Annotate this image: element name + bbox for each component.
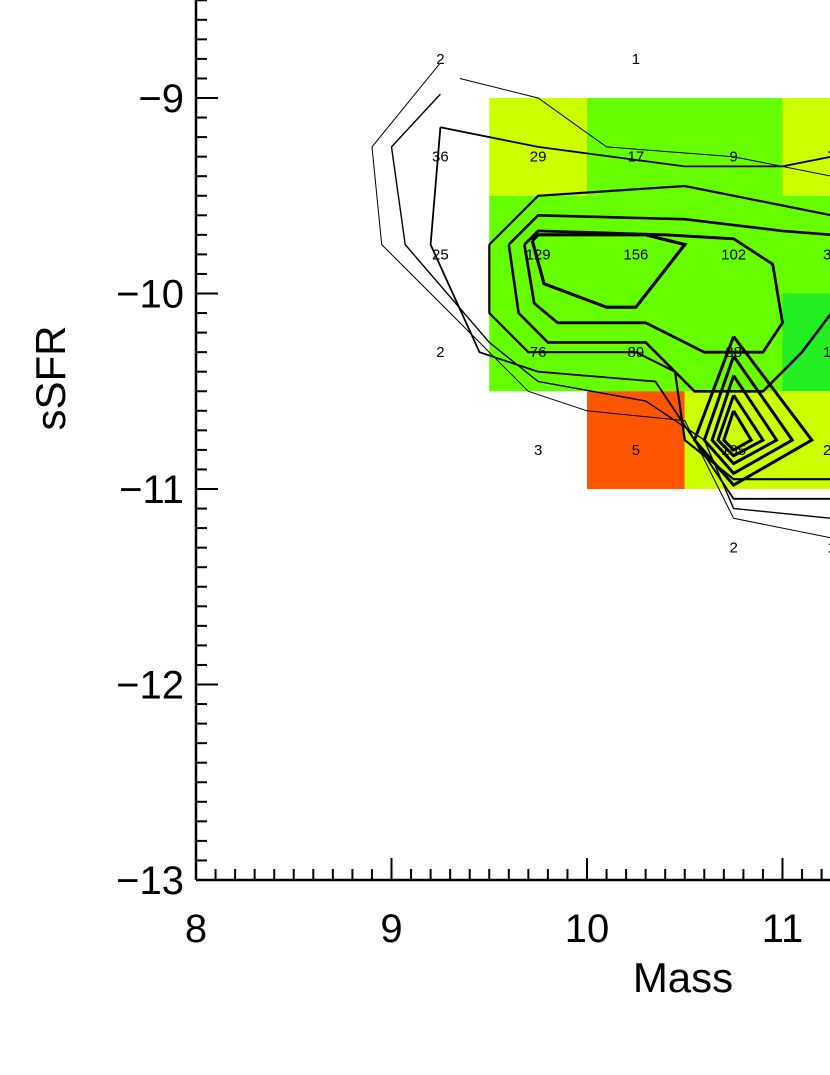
cell-count-label: 1 bbox=[827, 540, 830, 557]
contour-lines bbox=[371, 62, 830, 539]
y-tick-label: −13 bbox=[116, 859, 184, 903]
cell-count-label: 88 bbox=[725, 344, 742, 361]
cell-count-label: 129 bbox=[526, 246, 551, 263]
cell-count-label: 195 bbox=[721, 442, 746, 459]
cell-count-label: 2 bbox=[729, 540, 737, 557]
cell-count-label: 3 bbox=[534, 442, 542, 459]
cell-count-label: 31 bbox=[823, 246, 830, 263]
heatmap-cell bbox=[782, 195, 830, 294]
contour-line bbox=[722, 410, 754, 452]
y-axis-title: sSFR bbox=[27, 326, 74, 431]
y-tick-label: −10 bbox=[116, 273, 184, 317]
x-tick-label: 10 bbox=[565, 907, 610, 951]
cell-count-label: 76 bbox=[530, 344, 547, 361]
cell-count-label: 5 bbox=[632, 442, 640, 459]
x-axis-title: Mass bbox=[633, 954, 733, 1001]
cell-count-label: 36 bbox=[432, 149, 449, 166]
contour-line bbox=[702, 355, 795, 476]
heatmap-cell bbox=[587, 391, 685, 489]
cell-count-label: 7 bbox=[827, 149, 830, 166]
x-tick-label: 8 bbox=[185, 907, 207, 951]
axes: 8 9 10 11−9−10−11−12−13 bbox=[116, 0, 830, 951]
cell-count-labels: 2 1 36 29 17 9 7 25 129 156 102 31 2 76 89 88 16 3 5 195 26 2… bbox=[432, 51, 830, 557]
y-tick-label: −9 bbox=[138, 77, 184, 121]
contour-line bbox=[507, 213, 830, 393]
contour-line bbox=[459, 78, 830, 177]
x-tick-label: 9 bbox=[380, 907, 402, 951]
cell-count-label: 1 bbox=[632, 51, 640, 68]
heatmap-cell bbox=[782, 293, 830, 392]
cell-count-label: 2 bbox=[436, 51, 444, 68]
y-tick-label: −12 bbox=[116, 664, 184, 708]
cell-count-label: 25 bbox=[432, 246, 449, 263]
cell-count-label: 156 bbox=[623, 246, 648, 263]
cell-count-label: 16 bbox=[823, 344, 830, 361]
cell-count-label: 102 bbox=[721, 246, 746, 263]
contour-line bbox=[692, 335, 815, 488]
contour-line bbox=[530, 233, 688, 309]
cell-count-label: 9 bbox=[729, 149, 737, 166]
contour-line bbox=[429, 126, 830, 500]
heatmap-cell bbox=[782, 98, 830, 196]
heatmap-cell bbox=[587, 98, 783, 196]
cell-count-label: 2 bbox=[436, 344, 444, 361]
cell-count-label: 17 bbox=[628, 149, 645, 166]
contour-line bbox=[371, 62, 830, 539]
cell-count-label: 29 bbox=[530, 149, 547, 166]
y-tick-label: −11 bbox=[119, 468, 184, 512]
x-tick-label: 11 bbox=[762, 907, 804, 951]
contour-line bbox=[710, 374, 779, 466]
contour-line bbox=[716, 394, 766, 458]
contour-line bbox=[488, 184, 830, 481]
cell-count-label: 26 bbox=[823, 442, 830, 459]
cell-count-label: 89 bbox=[628, 344, 645, 361]
